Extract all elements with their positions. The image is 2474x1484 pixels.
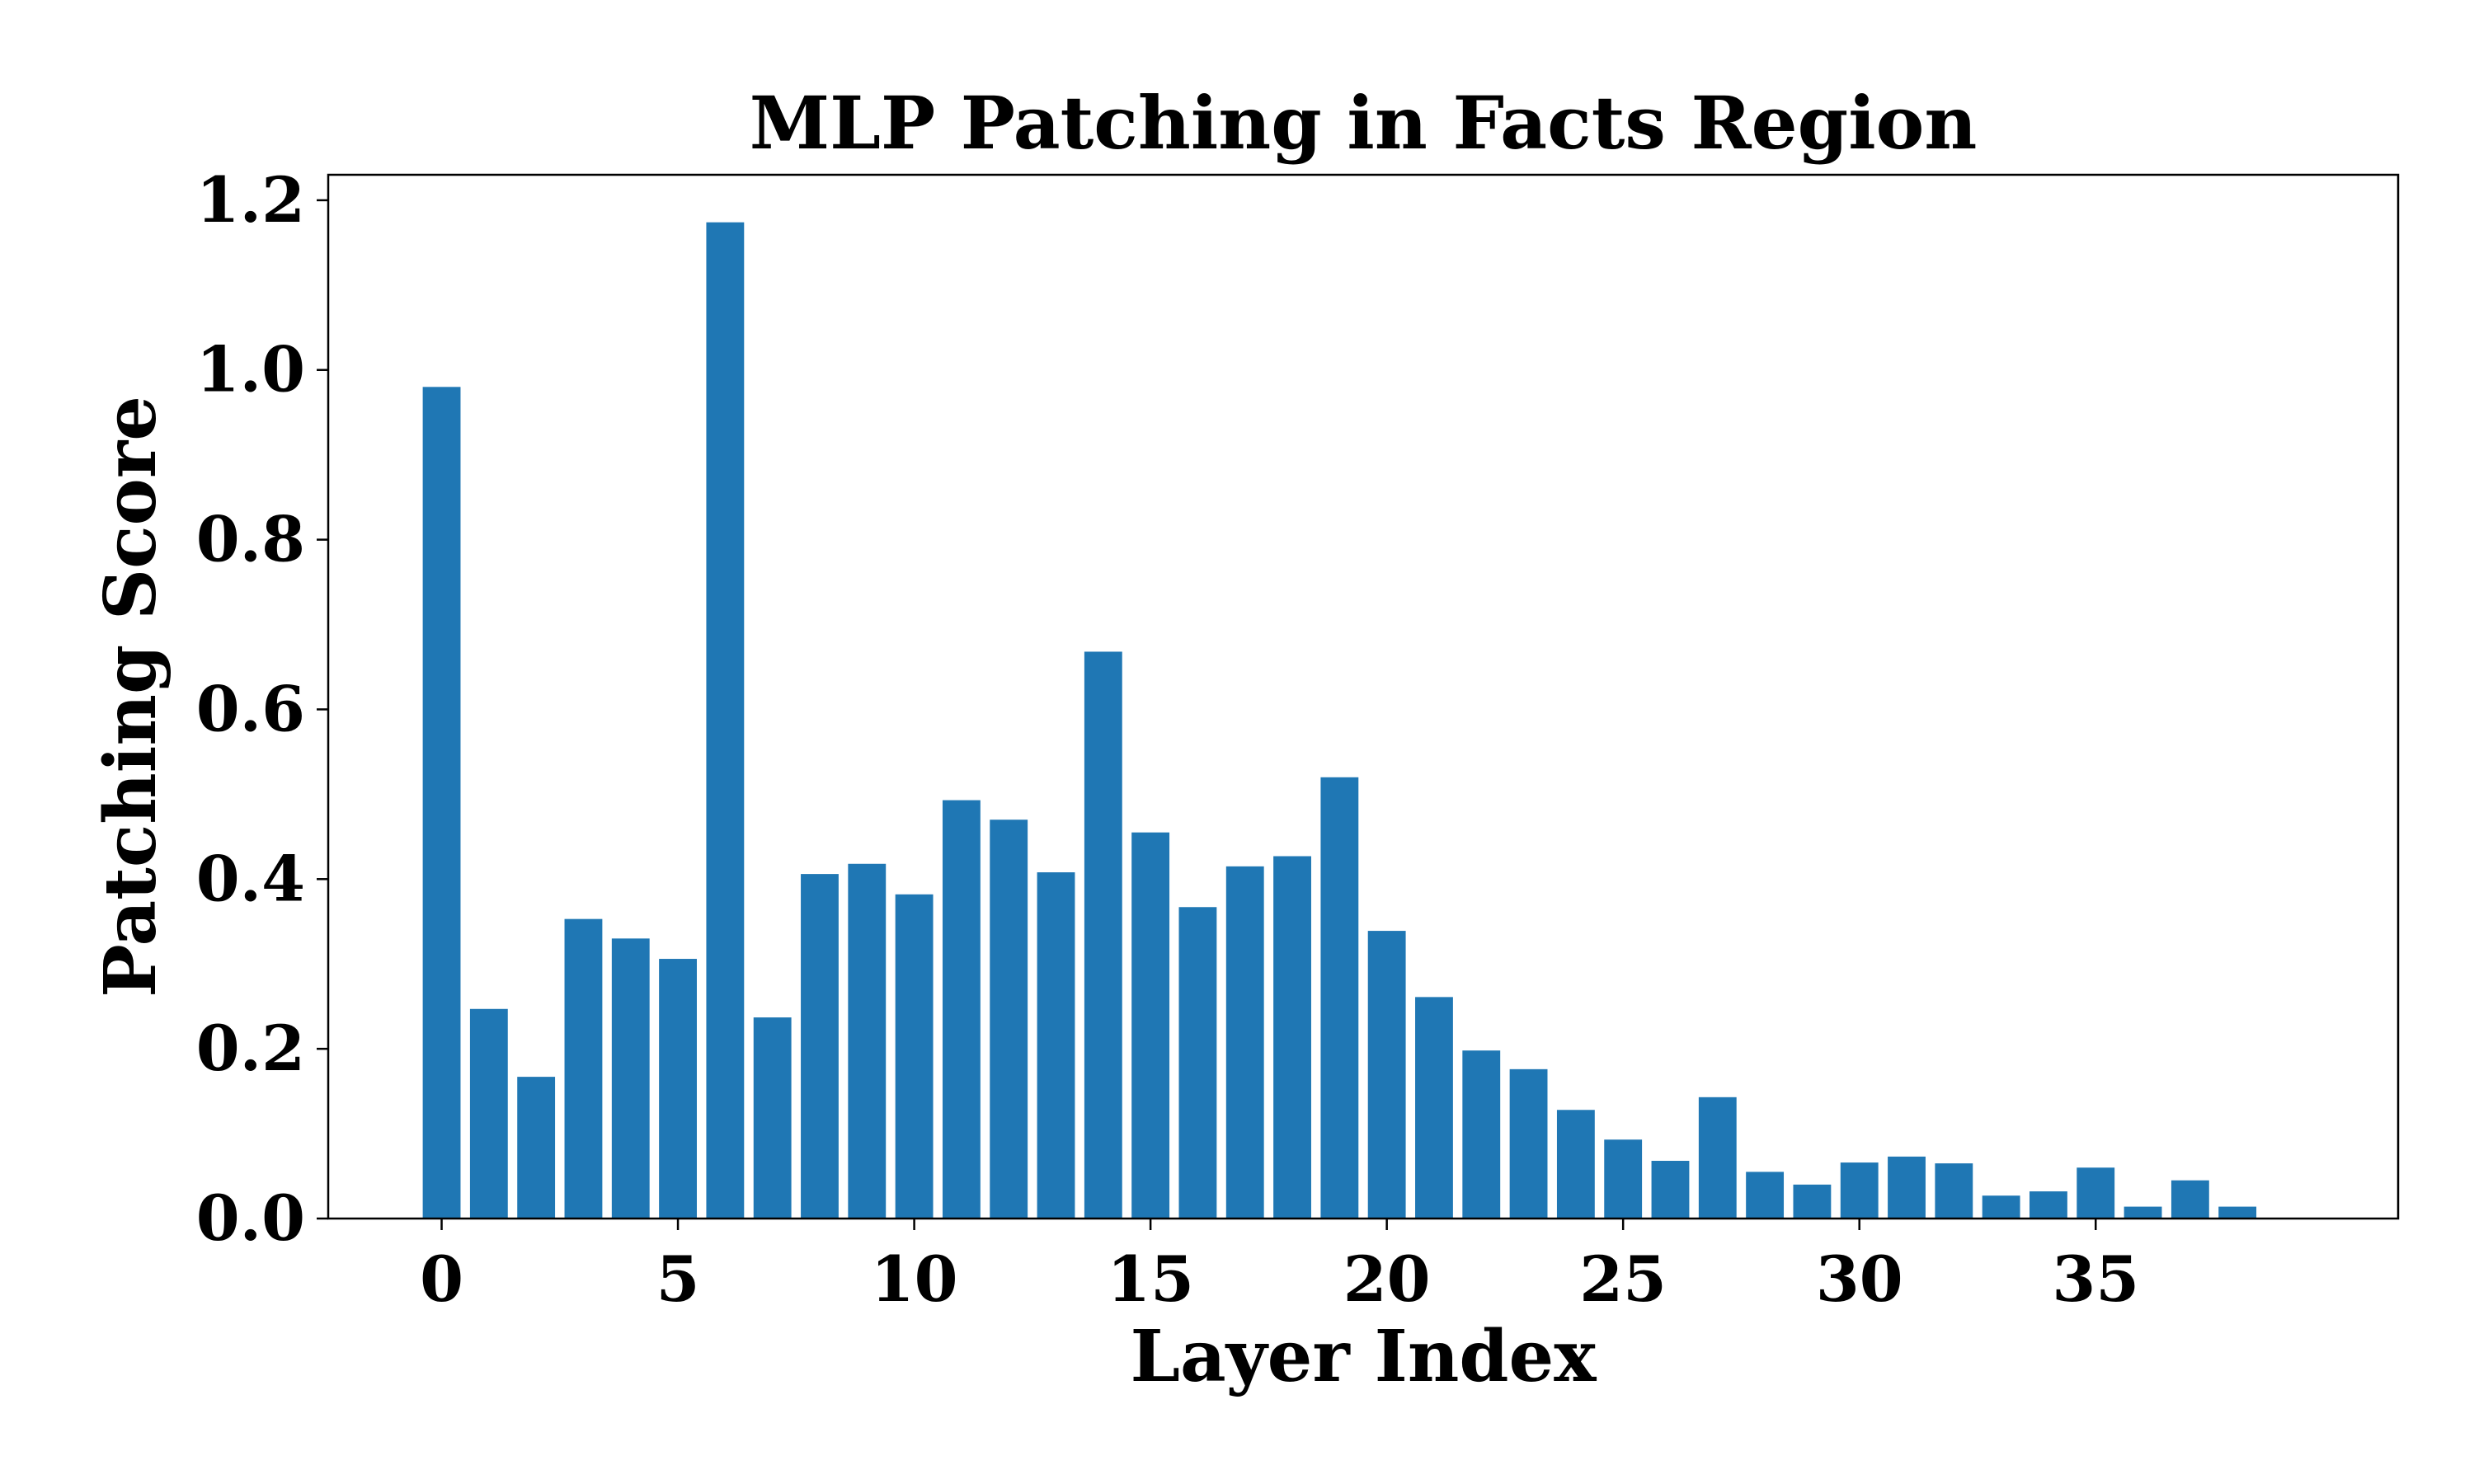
bar-layer-29 xyxy=(1793,1184,1832,1219)
x-tick-label: 20 xyxy=(1343,1242,1431,1316)
y-tick-label: 1.2 xyxy=(196,163,305,237)
bar-layer-3 xyxy=(564,918,603,1219)
bar-layer-15 xyxy=(1131,832,1170,1219)
y-tick-label: 1.0 xyxy=(196,333,305,406)
bar-layer-0 xyxy=(422,387,461,1219)
bar-layer-11 xyxy=(942,800,981,1219)
x-tick-label: 0 xyxy=(420,1242,463,1316)
bar-layer-35 xyxy=(2077,1167,2115,1219)
bar-layer-33 xyxy=(1982,1195,2020,1219)
bar-layer-21 xyxy=(1415,997,1453,1219)
bar-layer-2 xyxy=(517,1077,556,1219)
bar-layer-25 xyxy=(1604,1139,1643,1219)
y-tick-label: 0.4 xyxy=(196,842,305,915)
bar-layer-32 xyxy=(1935,1163,1973,1219)
bar-layer-17 xyxy=(1225,866,1264,1219)
bar-layer-20 xyxy=(1367,931,1406,1219)
bar-layer-37 xyxy=(2171,1180,2209,1219)
plot-frame xyxy=(327,173,2400,1220)
bar-layer-19 xyxy=(1320,777,1359,1219)
bars-group xyxy=(422,222,2257,1219)
bar-layer-7 xyxy=(753,1017,792,1219)
bar-layer-26 xyxy=(1651,1161,1690,1219)
y-tick-label: 0.2 xyxy=(196,1012,305,1085)
bar-layer-5 xyxy=(659,959,697,1219)
x-tick-label: 15 xyxy=(1107,1242,1194,1316)
bar-layer-31 xyxy=(1888,1156,1926,1219)
bar-layer-28 xyxy=(1746,1172,1785,1219)
bar-layer-24 xyxy=(1556,1110,1595,1219)
bar-layer-30 xyxy=(1840,1162,1879,1219)
x-tick-label: 25 xyxy=(1579,1242,1667,1316)
y-axis: 0.0 0.2 0.4 0.6 0.8 1.0 1.2 xyxy=(196,163,328,1255)
x-axis: 0 5 10 15 20 25 30 35 xyxy=(420,1219,2139,1316)
bar-layer-27 xyxy=(1698,1097,1737,1219)
bar-layer-23 xyxy=(1509,1068,1548,1219)
bar-layer-16 xyxy=(1178,907,1217,1219)
x-tick-label: 30 xyxy=(1816,1242,1903,1316)
bar-layer-1 xyxy=(469,1008,508,1219)
bar-layer-22 xyxy=(1462,1050,1501,1219)
bar-layer-6 xyxy=(706,222,745,1219)
bar-layer-4 xyxy=(611,938,650,1219)
chart-title: MLP Patching in Facts Region xyxy=(750,80,1978,166)
bar-layer-9 xyxy=(848,863,887,1219)
bar-layer-8 xyxy=(801,874,839,1219)
bar-layer-18 xyxy=(1273,856,1311,1219)
bar-layer-12 xyxy=(990,819,1028,1219)
bar-layer-10 xyxy=(895,894,934,1219)
x-tick-label: 10 xyxy=(871,1242,958,1316)
bar-layer-38 xyxy=(2218,1206,2257,1219)
y-tick-label: 0.6 xyxy=(196,672,305,745)
bar-layer-13 xyxy=(1037,872,1075,1219)
bar-layer-14 xyxy=(1084,651,1122,1219)
x-tick-label: 5 xyxy=(656,1242,700,1316)
bar-layer-34 xyxy=(2030,1191,2067,1219)
x-axis-label: Layer Index xyxy=(1130,1315,1597,1398)
y-tick-label: 0.0 xyxy=(196,1181,305,1255)
bar-layer-36 xyxy=(2124,1206,2162,1219)
x-tick-label: 35 xyxy=(2052,1242,2139,1316)
y-tick-label: 0.8 xyxy=(196,503,305,576)
y-axis-label: Patching Score xyxy=(89,396,172,998)
